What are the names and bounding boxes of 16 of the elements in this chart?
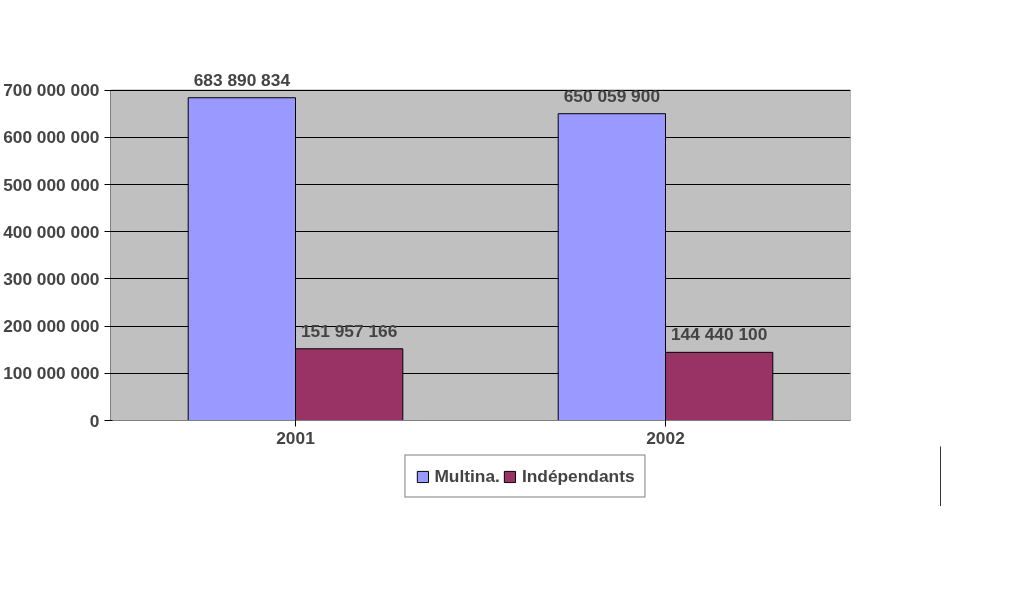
- data-label: 151 957 166: [300, 320, 398, 341]
- legend-label: Multina.: [434, 465, 500, 487]
- y-tick-label: 700 000 000: [3, 80, 100, 101]
- data-label: 650 059 900: [563, 85, 661, 106]
- data-label: 683 890 834: [193, 69, 291, 90]
- x-tick-label: 2001: [276, 427, 316, 448]
- data-label: 144 440 100: [670, 324, 768, 345]
- legend-label: Indépendants: [521, 465, 635, 487]
- y-tick-label: 300 000 000: [3, 268, 100, 289]
- y-tick-label: 0: [89, 410, 100, 431]
- y-tick-label: 200 000 000: [3, 316, 100, 337]
- x-tick-label: 2002: [646, 427, 685, 448]
- y-tick-label: 500 000 000: [3, 174, 100, 195]
- y-tick-label: 400 000 000: [3, 221, 100, 242]
- y-tick-label: 600 000 000: [3, 127, 100, 148]
- y-tick-label: 100 000 000: [3, 363, 100, 384]
